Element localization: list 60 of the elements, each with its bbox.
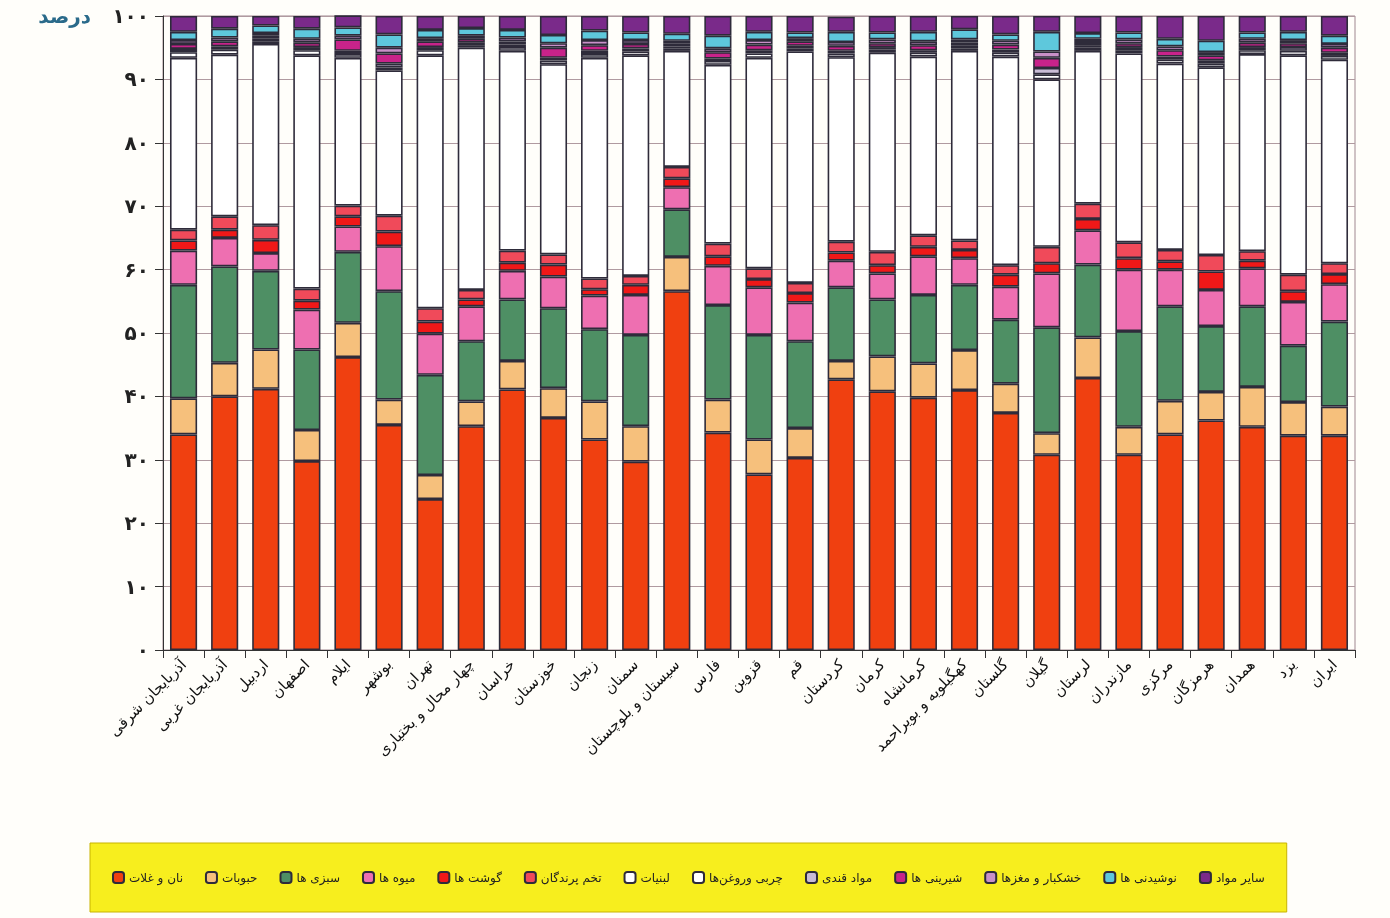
y-axis-title: درصد xyxy=(38,4,91,28)
bar xyxy=(786,41,814,46)
bar xyxy=(1279,43,1307,48)
bar xyxy=(1320,47,1349,53)
y-tick-label: ۰ xyxy=(136,638,149,662)
bar xyxy=(293,42,321,48)
bar xyxy=(827,45,855,51)
x-tick-label: ایران xyxy=(1305,655,1341,691)
bar xyxy=(1238,42,1266,48)
y-tick-label: ۳۰ xyxy=(124,447,149,472)
bar xyxy=(704,52,732,59)
legend-label: نان و غلات xyxy=(129,870,183,886)
y-tick-label: ۱۰۰ xyxy=(112,4,149,28)
x-tick-label: قم xyxy=(781,655,807,681)
bar xyxy=(868,43,896,48)
y-tick-label: ۲۰ xyxy=(124,511,149,536)
x-tick-label: بوشهر xyxy=(353,655,396,698)
legend-label: نوشیدنی ها xyxy=(1120,870,1177,886)
legend-label: چربی وروغن‌ها xyxy=(709,870,783,886)
legend-label: حبوبات xyxy=(221,870,258,886)
x-tick-label: یزد xyxy=(1273,655,1300,682)
y-tick-label: ۴۰ xyxy=(124,384,149,409)
legend-label: میوه ها xyxy=(378,870,416,886)
x-tick-label: مرکزی xyxy=(1132,655,1177,700)
x-tick-label: گلستان xyxy=(967,655,1013,701)
x-tick-label: زنجان xyxy=(562,655,601,695)
legend-label: گوشت ها xyxy=(454,870,503,886)
bar xyxy=(622,43,650,49)
bar xyxy=(745,44,773,51)
bar xyxy=(1156,50,1184,57)
x-tick-label: ایلام xyxy=(322,655,355,688)
bar xyxy=(539,47,568,58)
y-tick-label: ۵۰ xyxy=(124,321,149,345)
bar xyxy=(211,41,239,47)
bar xyxy=(169,43,198,49)
bar xyxy=(457,38,485,43)
x-tick-label: همدان xyxy=(1217,655,1259,697)
y-tick-label: ۸۰ xyxy=(124,130,149,155)
y-tick-label: ۶۰ xyxy=(124,257,149,282)
legend-label: شیرینی ها xyxy=(911,870,963,886)
legend-label: سایر مواد xyxy=(1215,870,1265,886)
bar xyxy=(909,45,937,51)
x-tick-label: قزوین xyxy=(725,655,766,696)
bar xyxy=(1115,43,1143,48)
y-tick-label: ۱۰ xyxy=(124,574,149,599)
legend-label: سبزی ها xyxy=(296,870,340,886)
y-tick-label: ۹۰ xyxy=(124,67,149,92)
legend-label: تخم پرندگان xyxy=(540,870,602,886)
x-tick-label: سمنان xyxy=(600,655,643,698)
x-tick-label: گیلان xyxy=(1018,655,1054,691)
bar xyxy=(992,44,1020,50)
x-tick-label: فارس xyxy=(685,655,725,695)
legend-label: مواد قندی xyxy=(821,870,873,886)
bar xyxy=(1197,55,1225,61)
legend-label: خشکبار و مغزها xyxy=(1001,870,1082,886)
bar xyxy=(334,39,362,51)
bar xyxy=(416,41,444,48)
y-tick-label: ۷۰ xyxy=(124,194,149,219)
bar xyxy=(1279,47,1307,51)
legend-label: لبنیات xyxy=(640,870,671,885)
